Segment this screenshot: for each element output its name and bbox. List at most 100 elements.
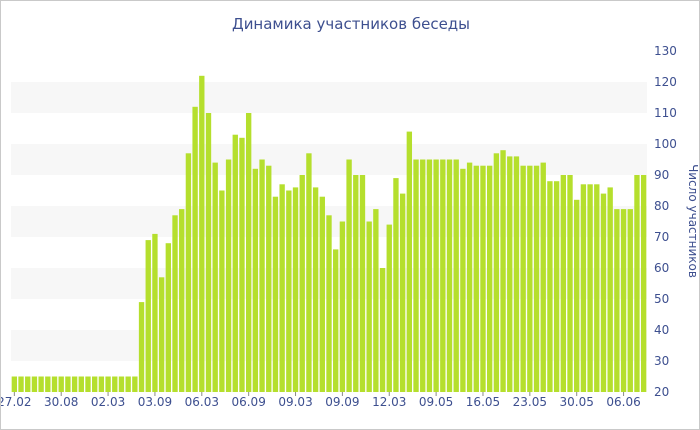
bar[interactable] [614,209,620,392]
bar[interactable] [58,376,64,393]
bar[interactable] [399,193,406,392]
bar[interactable] [252,168,259,392]
bar[interactable] [567,175,573,392]
bar[interactable] [513,156,520,392]
bar[interactable] [312,187,319,392]
bar[interactable] [607,187,613,392]
bar[interactable] [440,159,446,393]
bar[interactable] [580,184,587,392]
bar[interactable] [179,209,185,392]
bar[interactable] [219,190,225,393]
bar[interactable] [45,376,51,393]
y-tick-label: 100 [654,137,677,151]
bar[interactable] [272,196,279,392]
bar[interactable] [413,159,419,393]
bar[interactable] [627,209,633,392]
bar[interactable] [192,106,198,393]
bar[interactable] [620,209,627,392]
bar[interactable] [85,376,91,393]
bar[interactable] [366,221,372,393]
bar[interactable] [527,165,533,392]
bar[interactable] [165,243,172,392]
bar[interactable] [212,162,218,392]
bar[interactable] [38,376,44,393]
bar[interactable] [11,376,18,393]
bar[interactable] [634,175,640,392]
bar[interactable] [594,184,600,392]
bar[interactable] [145,240,151,392]
bar[interactable] [132,376,138,393]
bar[interactable] [500,150,506,392]
bar[interactable] [138,302,145,392]
bar[interactable] [319,196,325,392]
bar[interactable] [185,153,192,392]
bar[interactable] [420,159,426,393]
bar[interactable] [333,249,339,392]
bar[interactable] [533,165,540,392]
bar[interactable] [18,376,24,393]
bar[interactable] [640,175,647,392]
bar[interactable] [205,113,212,392]
y-tick-label: 130 [654,44,677,58]
bar[interactable] [574,199,580,392]
bar[interactable] [379,268,386,392]
bar[interactable] [453,159,459,393]
bar[interactable] [172,215,178,392]
bar[interactable] [245,113,252,392]
bar[interactable] [239,137,245,392]
bar[interactable] [152,233,158,392]
bar[interactable] [493,153,500,392]
bar[interactable] [339,221,346,393]
bar[interactable] [92,376,98,393]
bar[interactable] [259,159,265,393]
bar[interactable] [393,178,399,392]
bar[interactable] [553,181,560,392]
bar[interactable] [118,376,125,393]
bar[interactable] [520,165,526,392]
bar[interactable] [540,162,546,392]
bar[interactable] [406,131,413,392]
bar[interactable] [353,175,359,392]
bar[interactable] [112,376,118,393]
bar[interactable] [125,376,131,393]
bar[interactable] [446,159,453,393]
bar[interactable] [359,175,366,392]
bar[interactable] [486,165,493,392]
bar[interactable] [78,376,84,393]
bar[interactable] [480,165,486,392]
bar[interactable] [286,190,292,393]
bar[interactable] [51,376,58,393]
bar[interactable] [65,376,71,393]
x-axis-ticks: 27.02 30.08 02.03 03.09 06.03 06.09 09.03 09.09… [1,392,641,409]
bar[interactable] [292,187,299,392]
bar[interactable] [25,376,31,393]
bar[interactable] [199,75,205,393]
bar[interactable] [326,215,332,392]
bar[interactable] [266,165,272,392]
bar[interactable] [473,165,479,392]
bar[interactable] [105,376,111,393]
bar[interactable] [98,376,105,393]
bar[interactable] [507,156,513,392]
bar[interactable] [386,224,392,392]
bar[interactable] [225,159,232,393]
bar[interactable] [560,175,566,392]
bar[interactable] [71,376,78,393]
bar[interactable] [466,162,473,392]
y-tick-label: 40 [654,323,669,337]
bar[interactable] [587,184,593,392]
bar[interactable] [426,159,433,393]
bar[interactable] [299,175,305,392]
bar[interactable] [373,209,379,392]
bar[interactable] [31,376,38,393]
bar[interactable] [232,134,238,392]
bar[interactable] [306,153,312,392]
bar[interactable] [433,159,439,393]
bar[interactable] [279,184,285,392]
bar[interactable] [460,168,466,392]
bar[interactable] [547,181,553,392]
bar[interactable] [346,159,352,393]
bar[interactable] [600,193,607,392]
bar[interactable] [158,277,165,392]
